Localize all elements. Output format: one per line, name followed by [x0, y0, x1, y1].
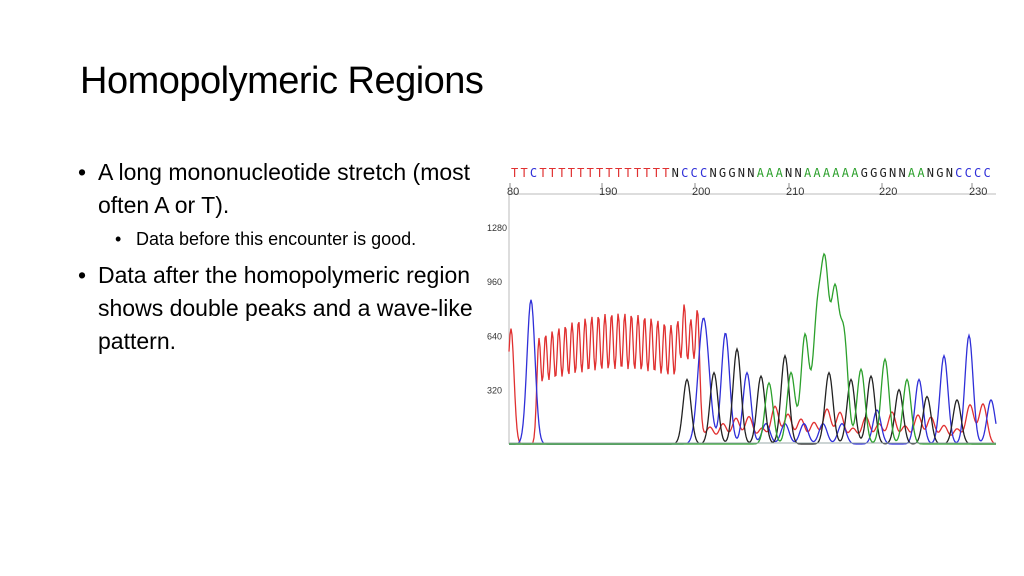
base-call-letter: T — [587, 166, 594, 180]
base-call-letter: T — [568, 166, 575, 180]
bullet-item: • A long mononucleotide stretch (most of… — [78, 156, 488, 222]
base-call-letter: A — [804, 166, 812, 180]
base-call-letter: A — [823, 166, 831, 180]
base-call-letter: A — [813, 166, 821, 180]
base-call-letter: N — [795, 166, 802, 180]
base-call-letter: C — [965, 166, 972, 180]
bullet-text: A long mononucleotide stretch (most ofte… — [98, 159, 471, 218]
base-call-letter: N — [738, 166, 745, 180]
x-tick-label: 80 — [507, 186, 519, 198]
bullet-dot-icon: • — [115, 229, 122, 249]
base-call-letter: G — [728, 166, 735, 180]
base-call-letter: C — [984, 166, 991, 180]
slide-title: Homopolymeric Regions — [80, 60, 484, 102]
base-call-letter: A — [832, 166, 840, 180]
base-call-letter: N — [709, 166, 716, 180]
y-tick-label: 960 — [487, 277, 502, 287]
base-call-letter: C — [681, 166, 688, 180]
base-call-letter: G — [880, 166, 887, 180]
base-call-letter: T — [577, 166, 584, 180]
base-call-letter: A — [757, 166, 765, 180]
bullet-dot-icon: • — [78, 262, 87, 288]
base-call-letter: N — [785, 166, 792, 180]
base-call-letter: A — [917, 166, 925, 180]
base-call-letter: T — [596, 166, 603, 180]
base-call-letter: T — [662, 166, 669, 180]
base-call-letter: N — [672, 166, 679, 180]
base-call-letter: T — [539, 166, 546, 180]
base-call-letter: T — [634, 166, 641, 180]
bullet-text: Data after the homopolymeric region show… — [98, 262, 473, 354]
bullet-dot-icon: • — [78, 159, 87, 185]
base-call-letter: N — [927, 166, 934, 180]
base-call-letter: C — [530, 166, 537, 180]
base-call-letter: C — [955, 166, 962, 180]
x-tick-label: 200 — [692, 186, 710, 198]
base-call-letter: T — [558, 166, 565, 180]
base-call-letter: T — [624, 166, 631, 180]
base-call-letter: T — [520, 166, 527, 180]
bullet-item: • Data after the homopolymeric region sh… — [78, 259, 488, 358]
y-tick-label: 640 — [487, 331, 502, 341]
y-tick-label: 320 — [487, 386, 502, 396]
base-call-letter: T — [549, 166, 556, 180]
base-call-letter: T — [615, 166, 622, 180]
base-call-letter: T — [511, 166, 518, 180]
base-call-letter: N — [898, 166, 905, 180]
base-call-letter: A — [908, 166, 916, 180]
base-call-letter: G — [861, 166, 868, 180]
base-call-letter: A — [842, 166, 850, 180]
y-tick-label: 1280 — [487, 223, 507, 233]
base-call-letter: N — [946, 166, 953, 180]
bullet-list: • A long mononucleotide stretch (most of… — [78, 156, 488, 358]
x-tick-label: 190 — [599, 186, 617, 198]
base-call-letter: C — [700, 166, 707, 180]
trace-a — [509, 252, 996, 445]
base-call-letter: G — [870, 166, 877, 180]
base-call-letter: T — [643, 166, 650, 180]
x-tick-label: 220 — [879, 186, 897, 198]
base-call-letter: C — [974, 166, 981, 180]
base-call-letter: C — [691, 166, 698, 180]
base-call-letter: G — [719, 166, 726, 180]
base-call-letter: T — [653, 166, 660, 180]
base-call-letter: T — [606, 166, 613, 180]
trace-t — [508, 304, 997, 445]
x-tick-label: 210 — [786, 186, 804, 198]
x-tick-label: 230 — [969, 186, 987, 198]
base-call-letter: A — [776, 166, 784, 180]
base-call-letter: A — [851, 166, 859, 180]
base-call-letter: A — [766, 166, 774, 180]
sub-bullet-item: • Data before this encounter is good. — [78, 226, 488, 253]
base-call-letter: N — [889, 166, 896, 180]
base-call-letter: G — [936, 166, 943, 180]
base-call-letter: N — [747, 166, 754, 180]
sub-bullet-text: Data before this encounter is good. — [136, 229, 417, 249]
